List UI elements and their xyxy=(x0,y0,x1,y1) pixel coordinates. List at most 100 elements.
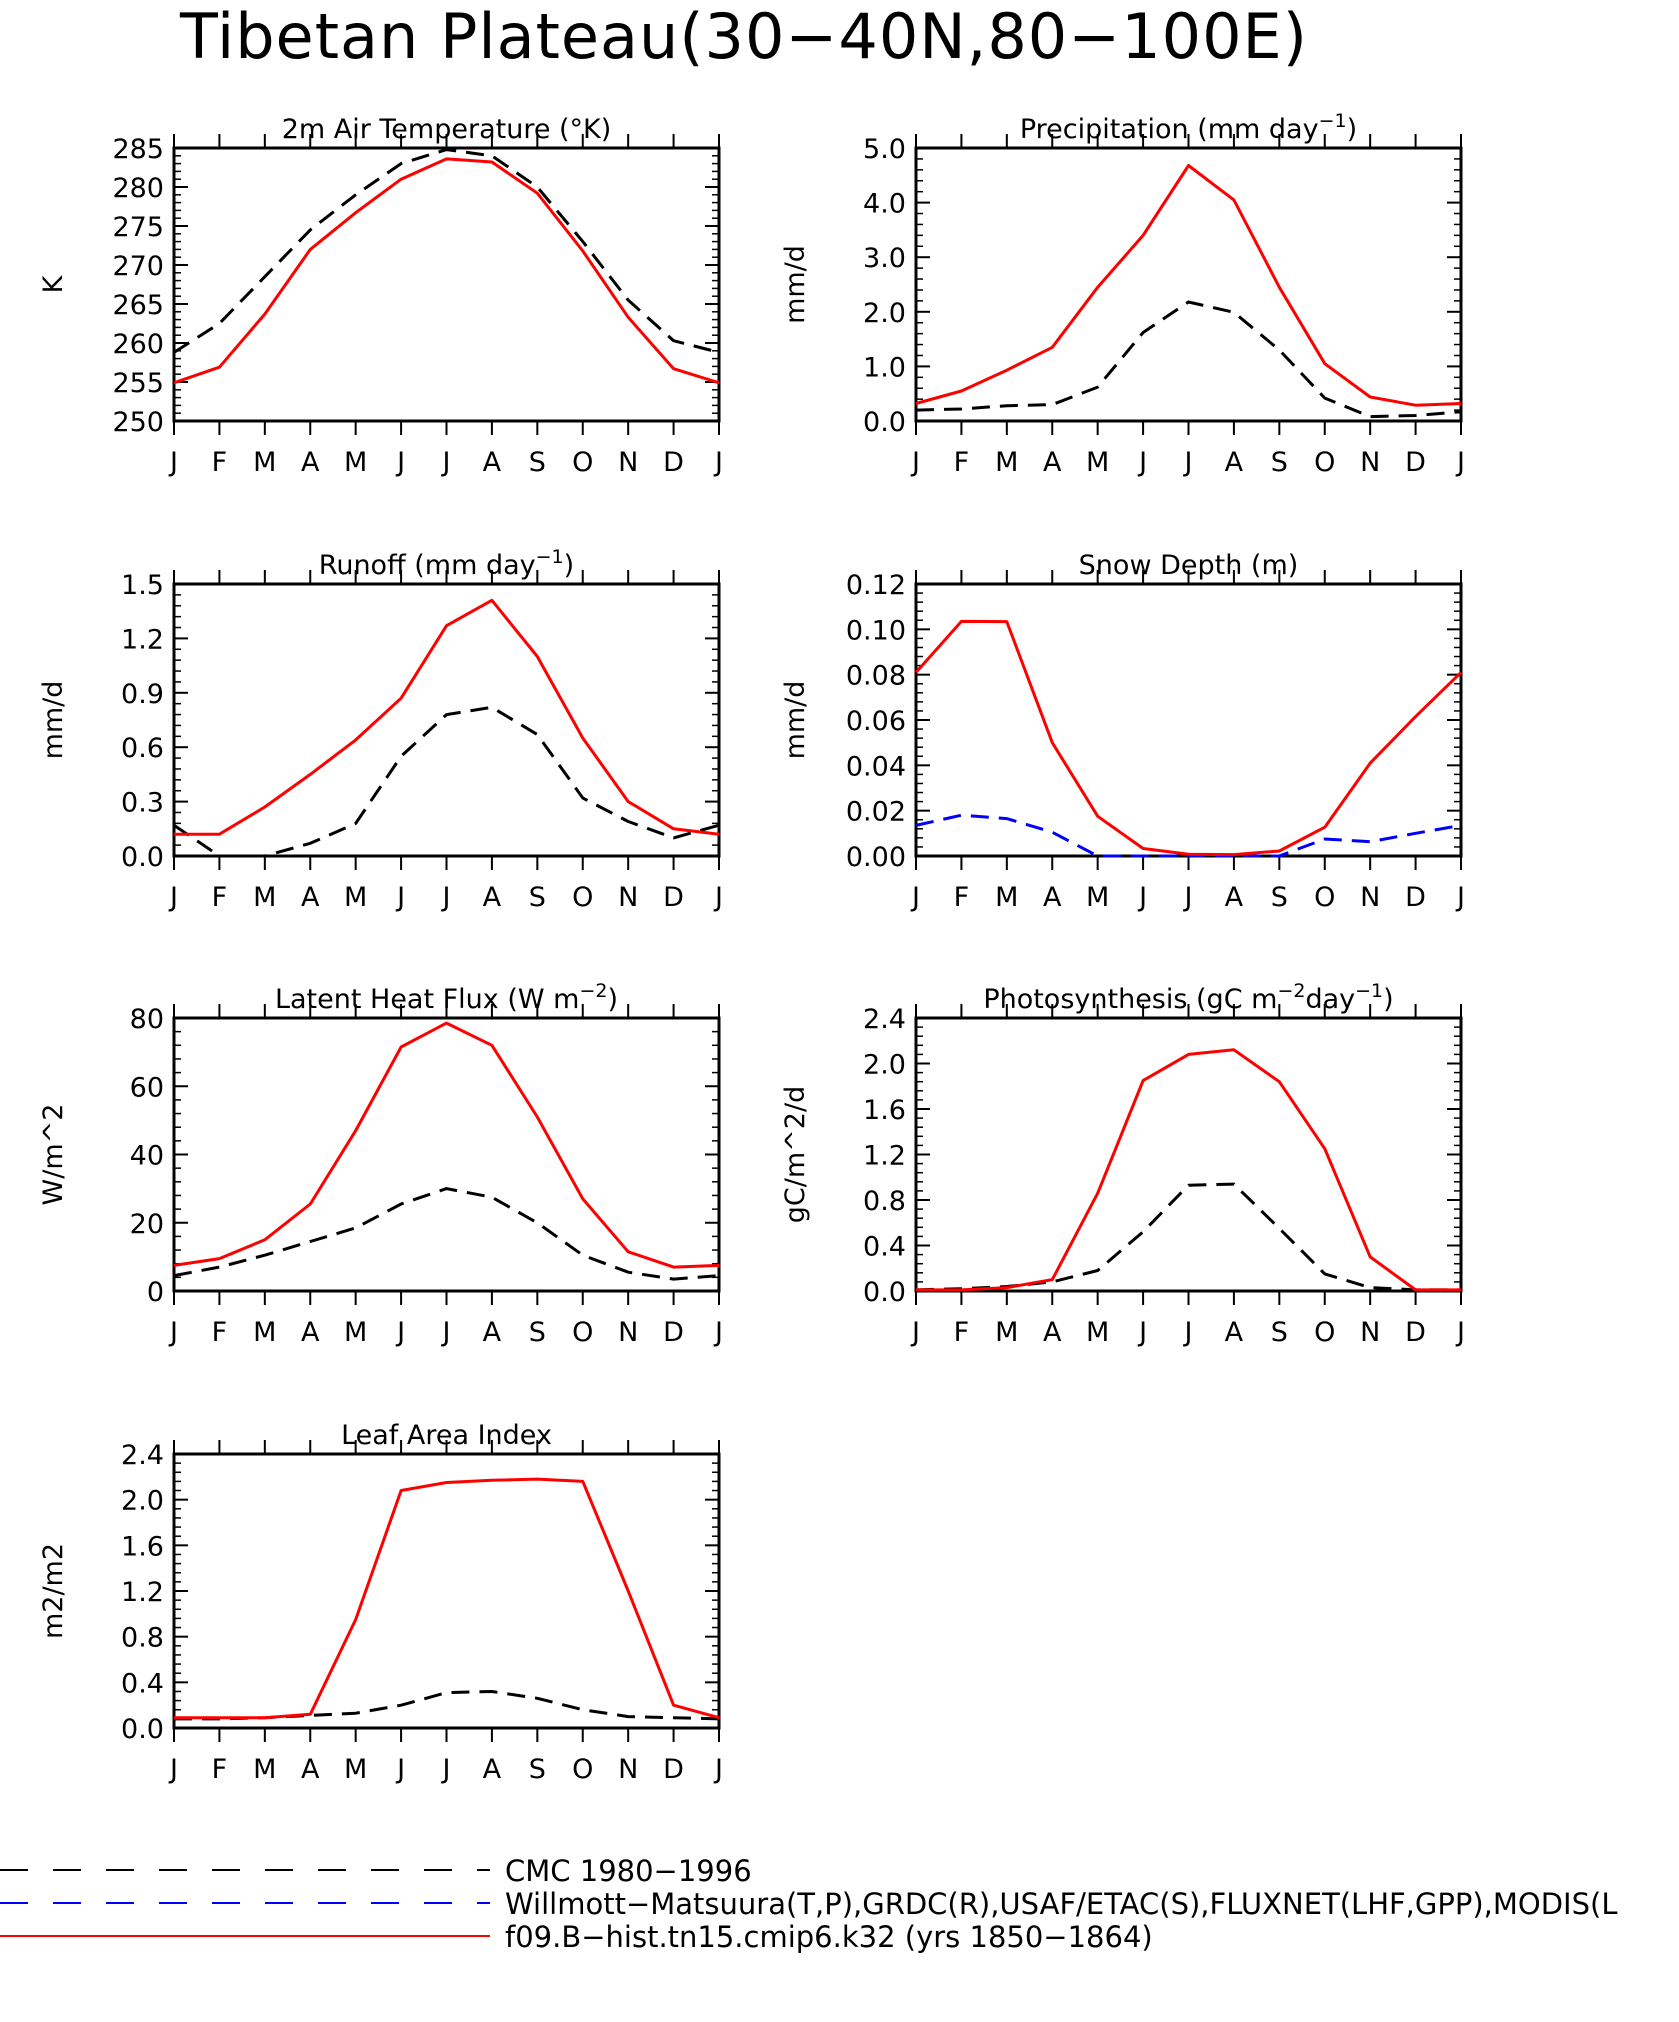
x-tick-label: O xyxy=(1314,882,1335,913)
x-tick-label: J xyxy=(168,882,178,913)
x-tick-label: O xyxy=(572,1754,593,1785)
x-tick-label: F xyxy=(954,882,970,913)
series-line-2 xyxy=(174,1477,720,1720)
x-tick-label: M xyxy=(995,882,1018,913)
y-tick-label: 255 xyxy=(112,368,164,399)
chart-panel-7: Leaf Area Indexm2/m20.00.40.81.21.62.02.… xyxy=(38,1420,723,1785)
chart-panel-3: Runoff (mm day−1)mm/d0.00.30.60.91.21.5J… xyxy=(38,546,723,913)
chart-panel-4: Snow Depth (m)mm/d0.000.020.040.060.080.… xyxy=(780,550,1465,913)
y-axis-label: mm/d xyxy=(780,681,811,760)
y-tick-label: 265 xyxy=(112,290,164,321)
chart-panel-2: Precipitation (mm day−1) mm/d 0.0 1.0 2.0 3.0… xyxy=(780,110,1465,478)
series-line-1 xyxy=(915,1182,1461,1292)
x-tick-label: M xyxy=(253,447,276,478)
y-tick-label: 80 xyxy=(130,1004,164,1035)
y-tick-label: 2.0 xyxy=(863,298,906,329)
y-tick-label: 1.2 xyxy=(121,624,164,655)
series-line-1 xyxy=(173,1187,720,1281)
x-tick-label: M xyxy=(1086,882,1109,913)
page-title: Tibetan Plateau(30−40N,80−100E) xyxy=(180,0,1308,73)
x-tick-label: M xyxy=(1086,1317,1109,1348)
y-tick-label: 20 xyxy=(130,1209,164,1240)
y-axis-label: m2/m2 xyxy=(38,1543,69,1639)
x-tick-label: S xyxy=(529,882,546,913)
x-tick-label: N xyxy=(618,882,638,913)
series-line-2 xyxy=(915,164,1462,407)
x-tick-label: A xyxy=(1043,1317,1062,1348)
y-tick-label: 1.0 xyxy=(863,352,906,383)
y-tick-label: 0.08 xyxy=(846,661,906,692)
x-tick-label: M xyxy=(344,1317,367,1348)
y-tick-label: 0.0 xyxy=(863,407,906,438)
y-tick-label: 0.04 xyxy=(846,751,906,782)
y-tick-label: 0.06 xyxy=(846,706,906,737)
y-tick-label: 285 xyxy=(112,134,164,165)
x-tick-label: S xyxy=(529,447,546,478)
x-tick-label: J xyxy=(910,1317,920,1348)
x-tick-label: O xyxy=(1314,447,1335,478)
x-tick-label: S xyxy=(1271,882,1288,913)
x-tick-label: J xyxy=(910,447,920,478)
x-tick-label: S xyxy=(1271,447,1288,478)
y-tick-label: 0.4 xyxy=(863,1232,906,1263)
x-tick-label: A xyxy=(1043,447,1062,478)
y-axis-label: mm/d xyxy=(780,245,811,324)
y-tick-label: 3.0 xyxy=(863,243,906,274)
chart-title: Precipitation (mm day−1) xyxy=(1020,110,1357,145)
y-tick-label: 0.12 xyxy=(846,570,906,601)
x-tick-label: A xyxy=(483,1754,502,1785)
y-tick-label: 0.02 xyxy=(846,797,906,828)
y-axis-label: gC/m^2/d xyxy=(780,1086,811,1223)
x-tick-label: A xyxy=(301,447,320,478)
x-tick-label: A xyxy=(1225,1317,1244,1348)
chart-panel-6: Photosynthesis (gC m−2day−1) gC/m^2/d 0.0 0… xyxy=(780,980,1465,1348)
x-tick-label: M xyxy=(1086,447,1109,478)
x-tick-label: O xyxy=(1314,1317,1335,1348)
y-tick-label: 40 xyxy=(130,1141,164,1172)
x-tick-label: A xyxy=(301,1317,320,1348)
x-tick-label: O xyxy=(572,882,593,913)
x-tick-label: A xyxy=(483,447,502,478)
x-tick-label: N xyxy=(1360,882,1380,913)
chart-title: Latent Heat Flux (W m−2) xyxy=(275,980,618,1015)
x-tick-label: J xyxy=(395,1754,405,1785)
x-tick-label: F xyxy=(212,447,228,478)
y-axis-label: mm/d xyxy=(38,681,69,760)
x-tick-label: J xyxy=(1183,882,1193,913)
x-tick-label: J xyxy=(395,447,405,478)
y-tick-label: 60 xyxy=(130,1072,164,1103)
series-line-2 xyxy=(173,157,720,385)
x-tick-label: D xyxy=(663,1754,684,1785)
chart-panel-1: 2m Air Temperature (°K)K2502552602652702… xyxy=(38,114,723,478)
x-tick-label: F xyxy=(212,882,228,913)
x-tick-label: J xyxy=(1137,447,1147,478)
x-tick-label: M xyxy=(344,447,367,478)
x-tick-label: M xyxy=(253,882,276,913)
legend: CMC 1980−1996Willmott−Matsuura(T,P),GRDC… xyxy=(0,1854,1618,1954)
y-tick-label: 1.6 xyxy=(121,1531,164,1562)
chart-title: Photosynthesis (gC m−2day−1) xyxy=(983,980,1393,1015)
y-tick-label: 1.5 xyxy=(121,570,164,601)
x-tick-label: M xyxy=(344,882,367,913)
y-tick-label: 1.6 xyxy=(863,1095,906,1126)
x-tick-label: A xyxy=(1225,447,1244,478)
series-line-2 xyxy=(174,598,720,836)
plot-frame xyxy=(914,1016,1463,1293)
y-tick-label: 0.8 xyxy=(121,1623,164,1654)
x-tick-label: N xyxy=(618,447,638,478)
y-tick-label: 0.0 xyxy=(121,1714,164,1745)
x-tick-label: J xyxy=(441,447,451,478)
x-tick-label: A xyxy=(301,882,320,913)
x-tick-label: N xyxy=(1360,447,1380,478)
x-tick-label: F xyxy=(212,1754,228,1785)
y-tick-label: 260 xyxy=(112,329,164,360)
x-tick-label: F xyxy=(954,447,970,478)
plot-frame xyxy=(914,146,1463,423)
y-tick-label: 2.0 xyxy=(863,1050,906,1081)
x-tick-label: D xyxy=(663,882,684,913)
y-tick-label: 0.4 xyxy=(121,1668,164,1699)
x-tick-label: A xyxy=(1043,882,1062,913)
x-tick-label: D xyxy=(663,1317,684,1348)
x-tick-label: J xyxy=(395,882,405,913)
y-tick-label: 0.8 xyxy=(863,1186,906,1217)
